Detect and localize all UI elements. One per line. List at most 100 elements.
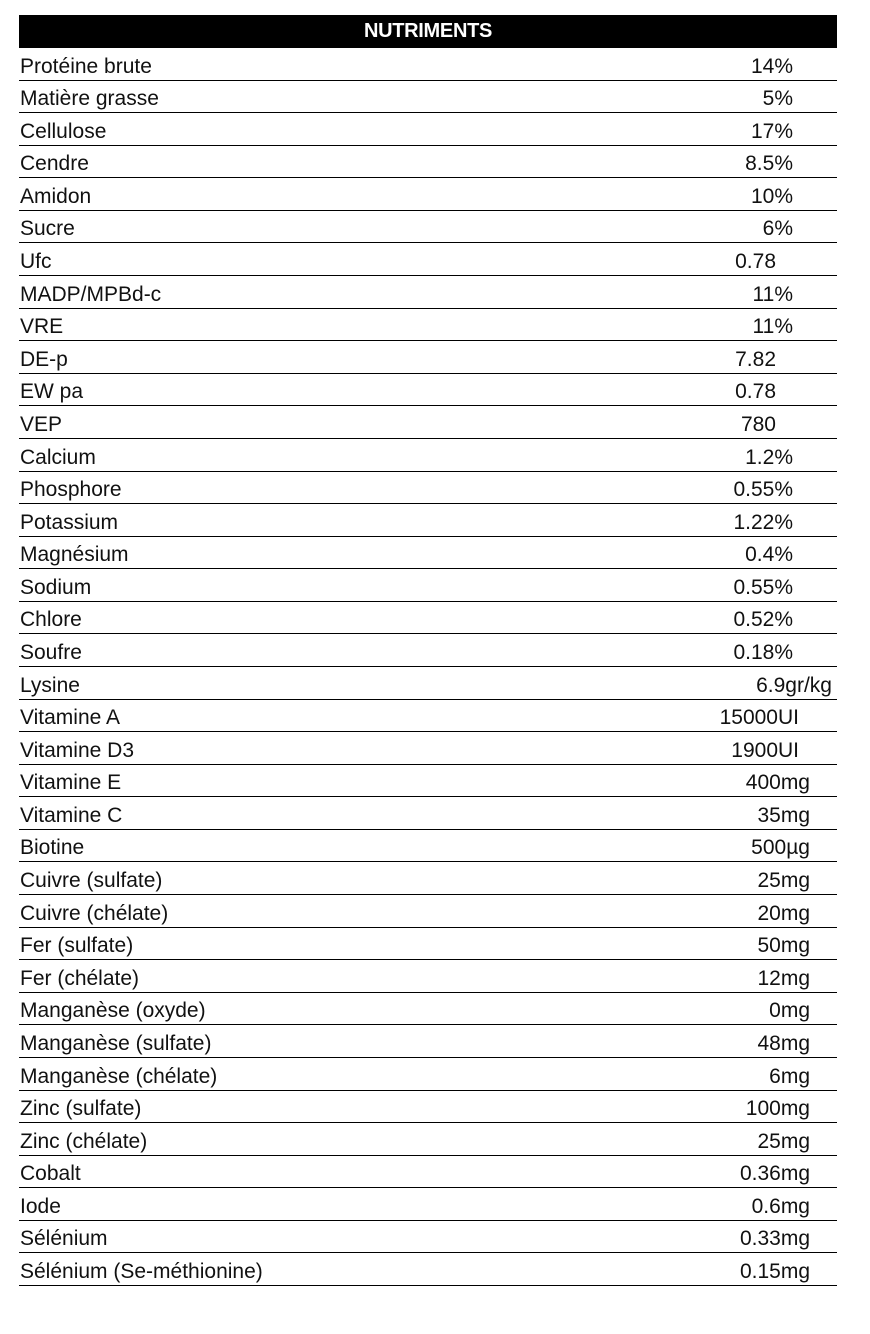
nutrient-name: Manganèse (oxyde) [20, 999, 206, 1023]
nutrient-name: VRE [20, 315, 64, 339]
nutrient-value: 17% [750, 119, 793, 143]
table-row: Soufre 0.18% [19, 634, 837, 667]
nutrient-value: 0.15mg [739, 1259, 810, 1283]
nutrient-name: Cobalt [20, 1162, 81, 1186]
nutrient-value: 6.9gr/kg [756, 673, 832, 697]
nutrient-value: 1.2% [745, 445, 793, 469]
table-row: DE-p 7.82 [19, 341, 837, 374]
nutrient-name: Ufc [20, 250, 52, 274]
nutrient-name: Biotine [20, 836, 85, 860]
table-row: VEP 780 [19, 406, 837, 439]
nutrient-name: Cuivre (chélate) [20, 901, 169, 925]
table-row: Cuivre (sulfate) 25mg [19, 862, 837, 896]
nutrients-table: NUTRIMENTS Protéine brute 14% Matière gras… [19, 15, 837, 1286]
nutrient-value: 0.4% [745, 543, 793, 567]
table-row: Zinc (chélate) 25mg [19, 1123, 837, 1156]
nutrient-value: 8.5% [745, 152, 793, 176]
table-row: EW pa 0.78 [19, 374, 837, 407]
nutrient-name: VEP [20, 412, 63, 436]
nutrient-value: 11% [752, 315, 793, 339]
nutrient-value: 5% [762, 87, 793, 111]
nutrient-name: Vitamine D3 [20, 738, 135, 762]
nutrient-value: 1900UI [731, 738, 799, 762]
nutrient-value: 0.52% [733, 608, 793, 632]
table-row: Sélénium 0.33mg [19, 1221, 837, 1254]
nutrient-value: 35mg [757, 803, 810, 827]
nutrient-value: 0.78 [735, 250, 776, 274]
nutrient-name: Manganèse (chélate) [20, 1064, 218, 1088]
table-row: Fer (chélate) 12mg [19, 960, 837, 993]
nutrient-value: 0.36mg [739, 1162, 810, 1186]
nutrient-name: Cendre [20, 152, 89, 176]
table-row: Sodium 0.55% [19, 569, 837, 602]
table-row: Sucre 6% [19, 211, 837, 244]
table-row: Biotine 500µg [19, 830, 837, 863]
nutrient-value: 10% [750, 184, 793, 208]
nutrient-name: Sodium [20, 575, 92, 599]
table-row: Ufc 0.78 [19, 243, 837, 277]
table-row: Cendre 8.5% [19, 146, 837, 179]
nutrient-value: 25mg [757, 869, 810, 893]
table-row: Vitamine A 15000UI [19, 700, 837, 733]
nutrient-value: 15000UI [719, 706, 799, 730]
nutrient-value: 0mg [769, 999, 810, 1023]
nutrient-name: Protéine brute [20, 54, 152, 78]
nutrient-value: 6% [762, 217, 793, 241]
table-row: Lysine 6.9gr/kg [19, 667, 837, 700]
table-row: Phosphore 0.55% [19, 472, 837, 505]
table-row: Iode 0.6mg [19, 1188, 837, 1221]
nutrient-value: 14% [750, 54, 793, 78]
nutrient-name: Vitamine C [20, 803, 123, 827]
nutrient-value: 1.22% [733, 510, 793, 534]
nutrient-name: Zinc (sulfate) [20, 1097, 142, 1121]
table-row: Potassium 1.22% [19, 504, 837, 537]
nutrient-name: Manganèse (sulfate) [20, 1031, 212, 1055]
table-row: Vitamine D3 1900UI [19, 732, 837, 765]
nutrient-name: Cellulose [20, 119, 107, 143]
nutrient-name: Phosphore [20, 478, 122, 502]
table-row: Magnésium 0.4% [19, 537, 837, 570]
nutrient-value: 25mg [757, 1129, 810, 1153]
nutrient-name: Matière grasse [20, 87, 159, 111]
nutrient-value: 0.33mg [739, 1227, 810, 1251]
nutrient-value: 400mg [745, 771, 810, 795]
nutrient-name: Sucre [20, 217, 75, 241]
nutrient-value: 7.82 [735, 347, 776, 371]
nutrient-name: Calcium [20, 445, 96, 469]
nutrient-name: Vitamine E [20, 771, 122, 795]
nutrient-name: Potassium [20, 510, 119, 534]
table-row: Manganèse (sulfate) 48mg [19, 1025, 837, 1058]
nutrient-value: 11% [752, 282, 793, 306]
table-body: Protéine brute 14% Matière grasse 5% Cellulo… [19, 48, 837, 1286]
nutrient-value: 50mg [757, 934, 810, 958]
nutrient-name: Cuivre (sulfate) [20, 869, 163, 893]
table-row: Vitamine E 400mg [19, 765, 837, 798]
nutrient-value: 0.55% [733, 575, 793, 599]
nutrient-value: 0.6mg [751, 1194, 810, 1218]
nutrient-value: 100mg [745, 1097, 810, 1121]
table-row: Protéine brute 14% [19, 48, 837, 81]
table-row: VRE 11% [19, 309, 837, 342]
table-row: Calcium 1.2% [19, 439, 837, 472]
nutrient-value: 20mg [757, 901, 810, 925]
table-header: NUTRIMENTS [19, 15, 837, 48]
table-row: Cellulose 17% [19, 113, 837, 146]
nutrient-name: DE-p [20, 347, 68, 371]
table-row: Zinc (sulfate) 100mg [19, 1091, 837, 1124]
nutrient-value: 0.55% [733, 478, 793, 502]
nutrient-value: 6mg [769, 1064, 810, 1088]
nutrient-name: Magnésium [20, 543, 129, 567]
nutrient-name: EW pa [20, 380, 84, 404]
table-row: Manganèse (chélate) 6mg [19, 1058, 837, 1091]
table-row: Chlore 0.52% [19, 602, 837, 635]
nutrient-value: 12mg [757, 966, 810, 990]
nutrient-name: Fer (chélate) [20, 966, 140, 990]
nutrient-name: Lysine [20, 673, 80, 697]
table-row: MADP/MPBd-c 11% [19, 276, 837, 309]
nutrient-name: Chlore [20, 608, 82, 632]
nutrient-name: Soufre [20, 640, 82, 664]
nutrient-name: MADP/MPBd-c [20, 282, 162, 306]
table-row: Fer (sulfate) 50mg [19, 928, 837, 961]
table-row: Cobalt 0.36mg [19, 1156, 837, 1189]
table-row: Sélénium (Se-méthionine) 0.15mg [19, 1253, 837, 1286]
